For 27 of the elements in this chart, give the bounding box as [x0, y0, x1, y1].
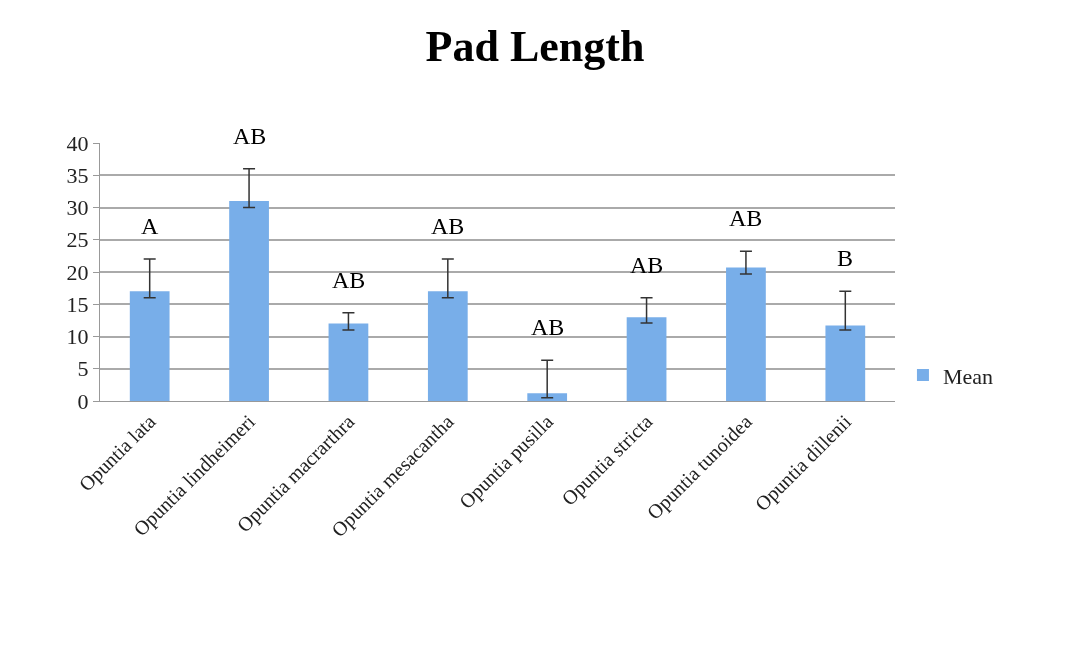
chart-title: Pad Length — [425, 21, 645, 71]
bar — [726, 267, 766, 401]
y-tick-label: 0 — [77, 388, 89, 414]
y-tick-label: 25 — [66, 227, 89, 253]
y-tick-label: 15 — [66, 291, 89, 317]
annotation: AB — [332, 267, 366, 293]
y-tick-label: 10 — [66, 324, 89, 350]
annotation: B — [837, 245, 854, 271]
y-tick-label: 5 — [77, 356, 89, 382]
bar — [427, 291, 468, 401]
annotation: AB — [531, 314, 565, 340]
bar — [626, 317, 667, 401]
bar — [328, 323, 369, 401]
y-tick-label: 40 — [66, 130, 89, 156]
annotation: AB — [431, 213, 465, 239]
annotation: AB — [729, 205, 763, 231]
bar — [229, 201, 269, 401]
bar — [129, 291, 170, 401]
legend-label: Mean — [942, 363, 994, 389]
bar — [825, 325, 866, 401]
y-tick-label: 30 — [66, 195, 89, 221]
bar — [527, 393, 568, 401]
annotation: A — [141, 213, 159, 239]
y-tick-label: 35 — [66, 162, 89, 188]
y-tick-label: 20 — [66, 259, 89, 285]
annotation: AB — [233, 123, 267, 149]
annotation: AB — [630, 252, 664, 278]
